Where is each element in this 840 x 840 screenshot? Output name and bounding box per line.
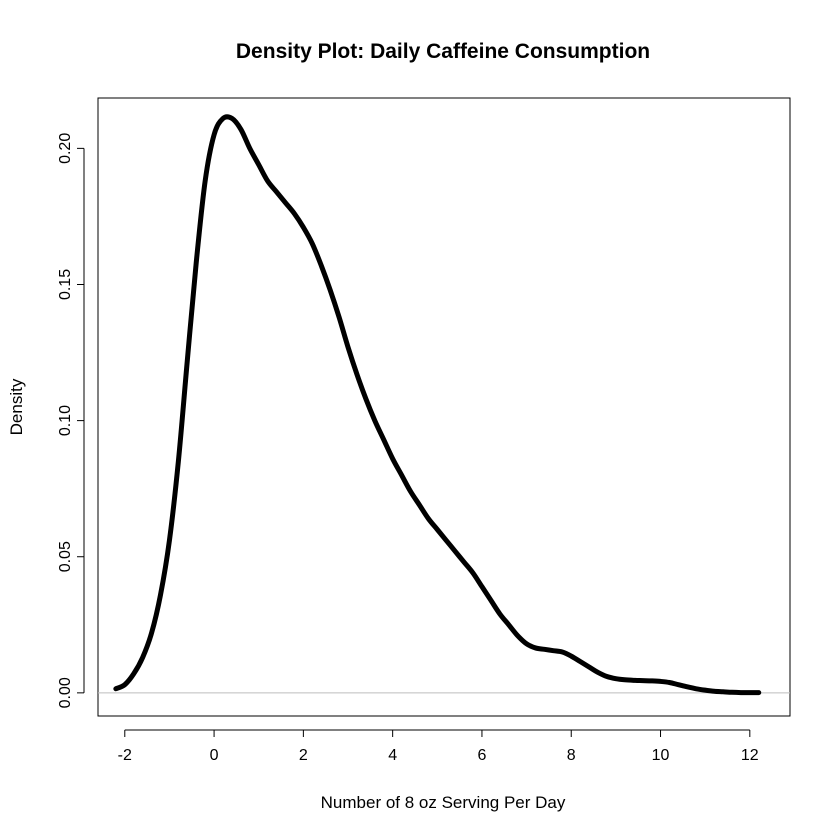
x-axis: -2 0 2 4 6 8 10 12 (118, 729, 759, 764)
y-tick-label: 0.00 (57, 677, 74, 708)
y-tick-label: 0.20 (57, 133, 74, 164)
chart-title: Density Plot: Daily Caffeine Consumption (236, 40, 650, 63)
x-tick-label: -2 (118, 747, 132, 764)
x-axis-label: Number of 8 oz Serving Per Day (321, 793, 566, 812)
x-tick-label: 0 (210, 747, 219, 764)
x-tick-label: 4 (388, 747, 397, 764)
x-tick-label: 8 (567, 747, 576, 764)
y-axis: 0.00 0.05 0.10 0.15 0.20 (57, 133, 85, 708)
y-axis-label: Density (7, 378, 26, 435)
x-tick-label: 12 (741, 747, 759, 764)
density-curve (113, 114, 762, 696)
x-tick-label: 10 (652, 747, 670, 764)
y-tick-label: 0.10 (57, 405, 74, 436)
x-tick-label: 2 (299, 747, 308, 764)
y-tick-label: 0.05 (57, 541, 74, 572)
x-tick-label: 6 (477, 747, 486, 764)
plot-frame (97, 97, 791, 717)
y-tick-label: 0.15 (57, 269, 74, 300)
